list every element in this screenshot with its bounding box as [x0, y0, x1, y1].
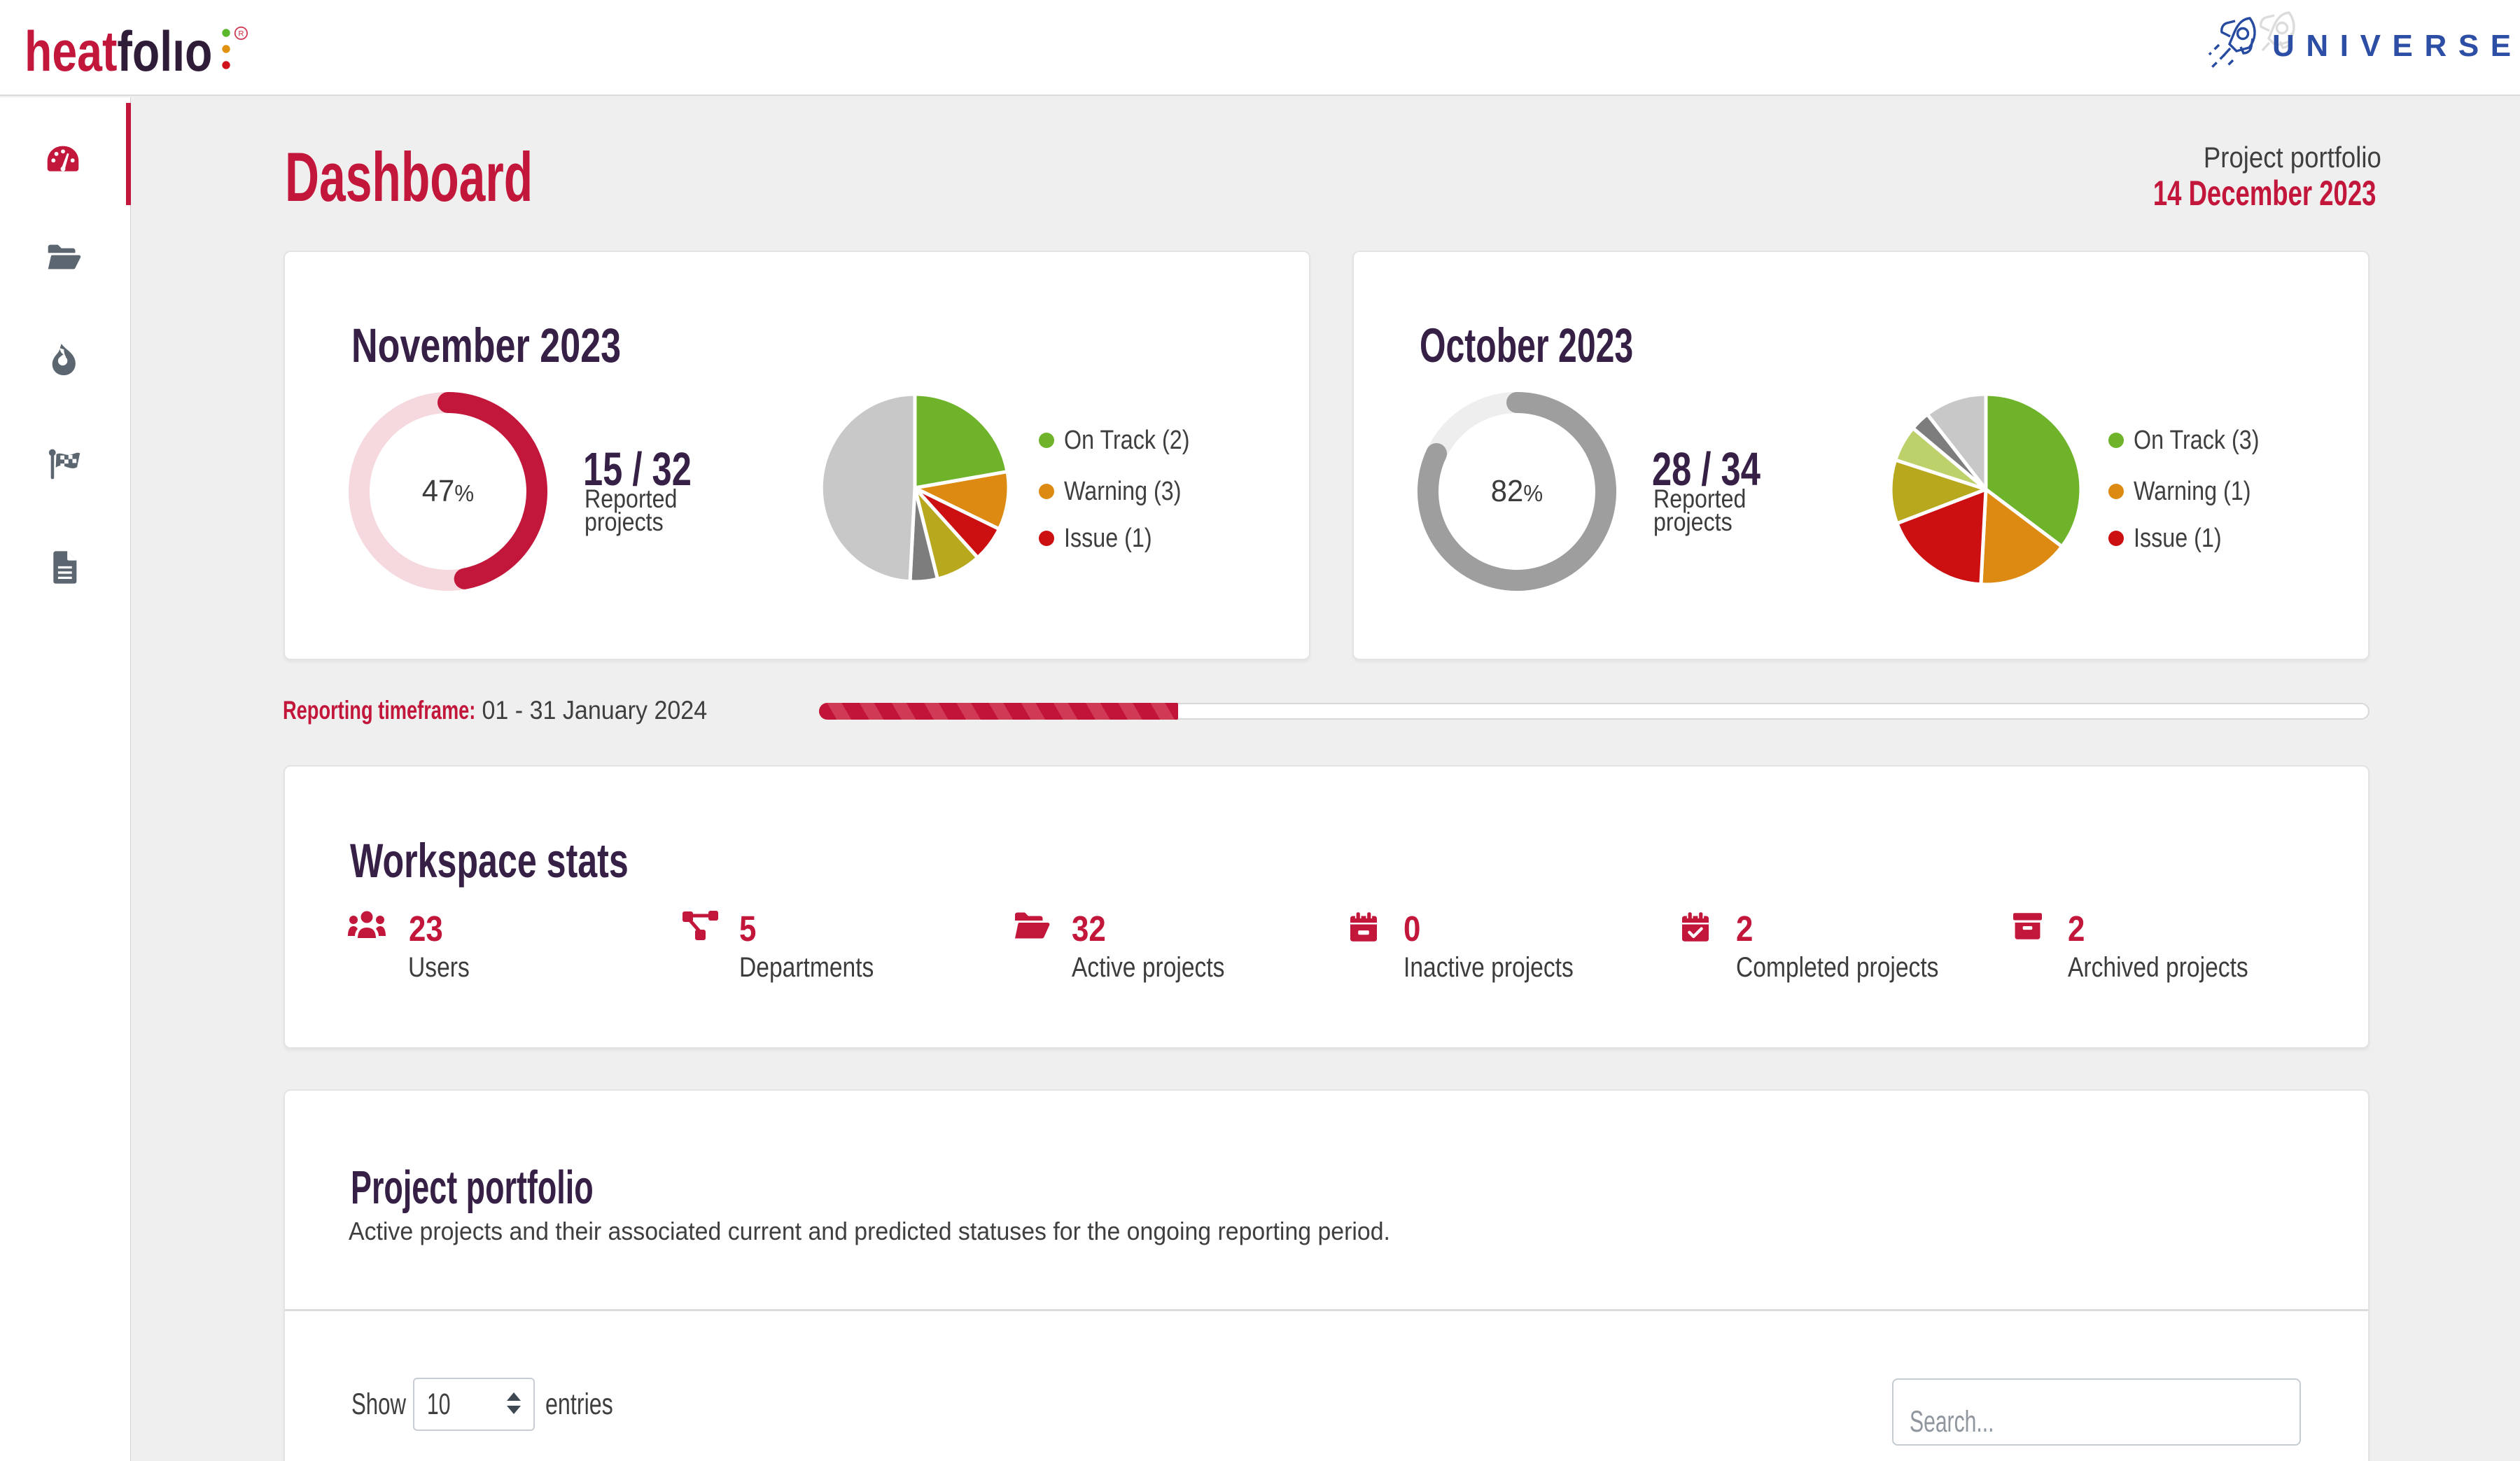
svg-text:R: R [238, 30, 244, 39]
